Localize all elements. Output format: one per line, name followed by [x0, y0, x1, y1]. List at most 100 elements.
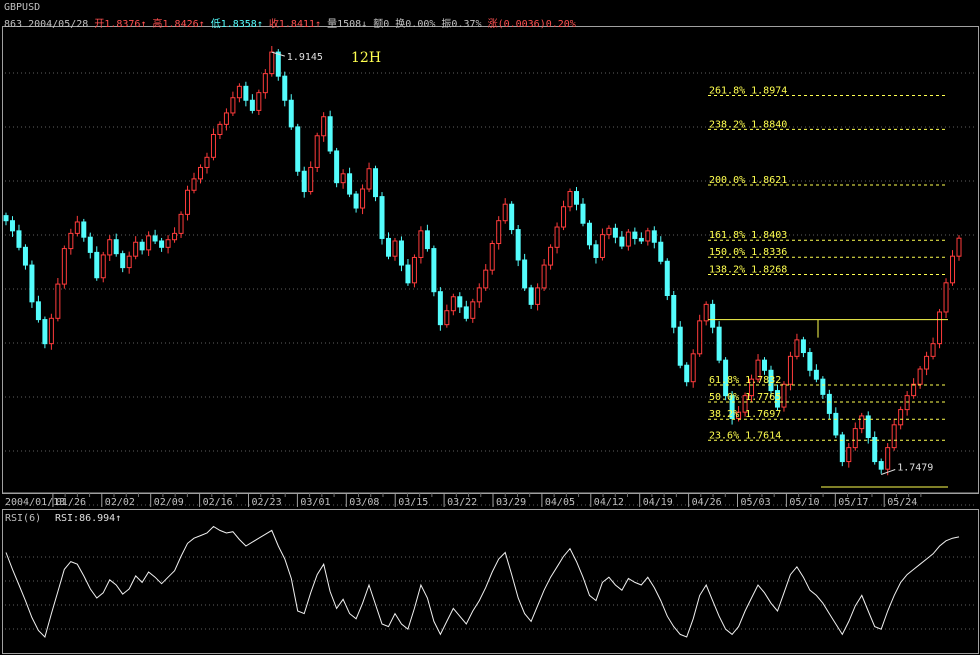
axis-tick-label: 04/05 — [545, 497, 575, 508]
candle-body — [418, 230, 424, 258]
candle-body — [262, 73, 268, 94]
candle-body — [48, 317, 54, 345]
candle-body — [366, 168, 372, 190]
candle-body — [593, 244, 599, 258]
candle-body — [94, 251, 100, 279]
candle-body — [113, 239, 119, 255]
candle-body — [684, 364, 690, 383]
candle-body — [645, 230, 651, 242]
candle-body — [904, 395, 910, 411]
candle-body — [528, 287, 534, 305]
rsi-frame — [2, 509, 979, 654]
candle-body — [943, 282, 949, 313]
candle-body — [489, 243, 495, 271]
change-label: 涨 — [487, 19, 498, 30]
candle-body — [152, 235, 158, 242]
candle-body — [334, 150, 340, 184]
candle-body — [807, 352, 813, 371]
candle-body — [204, 156, 210, 168]
candle-body — [74, 221, 80, 234]
candle-body — [457, 296, 463, 308]
candle-body — [159, 240, 165, 248]
candle-body — [710, 303, 716, 328]
candle-body — [314, 135, 320, 168]
candle-body — [308, 166, 314, 193]
candle-body — [703, 303, 709, 322]
rsi-value: RSI:86.994↑ — [55, 513, 121, 524]
candle-body — [282, 75, 288, 101]
open-label: 开 — [94, 19, 105, 30]
candle-body — [301, 170, 307, 193]
candle-body — [690, 353, 696, 383]
candle-body — [729, 395, 735, 419]
candle-body — [249, 99, 255, 111]
candle-body — [243, 85, 249, 101]
high-annotation: 1.9145 — [287, 52, 323, 63]
turnover-value: 换0.00% — [395, 19, 436, 30]
candle-body — [29, 264, 35, 303]
candle-body — [930, 343, 936, 357]
price-panel[interactable]: 1.9145 1.7479 12H — [2, 26, 979, 506]
rsi-title: RSI(6) — [5, 513, 41, 524]
axis-tick-label: 03/01 — [300, 497, 330, 508]
amount-value: 额0 — [373, 19, 390, 30]
candle-body — [230, 97, 236, 114]
candle-body — [502, 203, 508, 222]
candle-body — [385, 237, 391, 257]
candle-body — [509, 203, 515, 231]
rsi-line — [5, 525, 960, 638]
candle-body — [911, 383, 917, 397]
candle-body — [950, 255, 956, 284]
candle-body — [535, 287, 541, 305]
candle-body — [217, 123, 223, 135]
candle-body — [120, 253, 126, 269]
candle-body — [398, 240, 404, 266]
candle-body — [360, 188, 366, 209]
candle-body — [463, 306, 469, 319]
candle-body — [392, 240, 398, 257]
axis-tick-label: 03/08 — [349, 497, 379, 508]
candle-body — [133, 241, 139, 257]
candle-body — [515, 229, 521, 261]
axis-tick-label: 03/29 — [496, 497, 526, 508]
rsi-panel[interactable]: RSI(6) RSI:86.994↑ — [2, 509, 979, 654]
candle-body — [820, 378, 826, 395]
candle-body — [424, 230, 430, 250]
candle-body — [210, 133, 216, 158]
candle-body — [87, 236, 93, 253]
candle-body — [236, 85, 242, 99]
candle-body — [139, 241, 145, 251]
candle-body — [599, 234, 605, 258]
candle-body — [826, 393, 832, 414]
fib-level-label: 138.2% 1.8268 — [709, 264, 787, 275]
candle-body — [787, 355, 793, 385]
candle-body — [664, 260, 670, 296]
candle-body — [774, 390, 780, 408]
candle-body — [865, 415, 871, 438]
fib-level-label: 150.0% 1.8336 — [709, 247, 787, 258]
candle-body — [794, 339, 800, 357]
candle-body — [742, 395, 748, 413]
axis-tick-label: 01/26 — [56, 497, 86, 508]
candle-body — [22, 246, 28, 266]
candle-body — [768, 369, 774, 392]
candle-body — [891, 424, 897, 449]
candle-body — [496, 220, 502, 245]
low-label: 低 — [210, 19, 221, 30]
open-value: 1.8376↑ — [104, 19, 147, 30]
candle-body — [470, 301, 476, 319]
candle-body — [548, 246, 554, 266]
candle-body — [567, 191, 573, 208]
candle-body — [275, 51, 281, 77]
candle-body — [872, 436, 878, 463]
candle-body — [924, 355, 930, 370]
candle-body — [554, 226, 560, 248]
candle-body — [223, 112, 229, 125]
axis-tick-label: 02/02 — [105, 497, 135, 508]
close-label: 收 — [268, 19, 279, 30]
candle-body — [781, 383, 787, 408]
quote-info-bar: 863 2004/05/28 开1.8376↑ 高1.8426↑ 低1.8358… — [4, 15, 576, 30]
axis-tick-label: 05/03 — [741, 497, 771, 508]
